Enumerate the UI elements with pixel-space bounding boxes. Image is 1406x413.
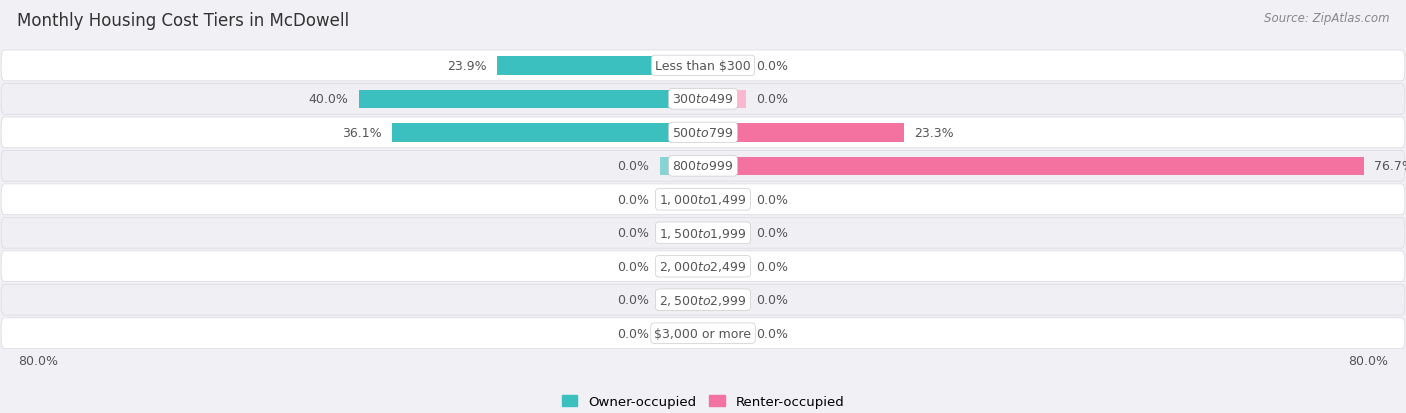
Bar xyxy=(703,90,747,109)
Text: $2,500 to $2,999: $2,500 to $2,999 xyxy=(659,293,747,307)
Bar xyxy=(659,191,703,209)
Text: 23.9%: 23.9% xyxy=(447,60,486,73)
Text: 0.0%: 0.0% xyxy=(756,327,789,340)
Text: 0.0%: 0.0% xyxy=(617,193,650,206)
Text: 0.0%: 0.0% xyxy=(617,227,650,240)
Bar xyxy=(703,191,747,209)
Text: 0.0%: 0.0% xyxy=(617,160,650,173)
Text: Source: ZipAtlas.com: Source: ZipAtlas.com xyxy=(1264,12,1389,25)
Text: 0.0%: 0.0% xyxy=(617,294,650,306)
Text: 0.0%: 0.0% xyxy=(756,294,789,306)
FancyBboxPatch shape xyxy=(1,185,1405,215)
Text: $800 to $999: $800 to $999 xyxy=(672,160,734,173)
Bar xyxy=(659,157,703,176)
Bar xyxy=(498,57,703,76)
Text: 0.0%: 0.0% xyxy=(756,60,789,73)
Text: Less than $300: Less than $300 xyxy=(655,60,751,73)
FancyBboxPatch shape xyxy=(1,51,1405,82)
Bar xyxy=(703,157,1364,176)
FancyBboxPatch shape xyxy=(1,285,1405,316)
Bar xyxy=(703,224,747,242)
Text: 80.0%: 80.0% xyxy=(18,354,59,367)
FancyBboxPatch shape xyxy=(1,151,1405,182)
Bar xyxy=(703,257,747,276)
Bar xyxy=(703,324,747,342)
Text: 80.0%: 80.0% xyxy=(1347,354,1388,367)
FancyBboxPatch shape xyxy=(1,318,1405,349)
Text: $500 to $799: $500 to $799 xyxy=(672,126,734,140)
Bar xyxy=(659,291,703,309)
Bar xyxy=(659,257,703,276)
FancyBboxPatch shape xyxy=(1,84,1405,115)
Bar xyxy=(703,291,747,309)
Bar xyxy=(703,124,904,142)
Bar xyxy=(392,124,703,142)
Text: Monthly Housing Cost Tiers in McDowell: Monthly Housing Cost Tiers in McDowell xyxy=(17,12,349,30)
Text: 0.0%: 0.0% xyxy=(756,93,789,106)
Text: $1,500 to $1,999: $1,500 to $1,999 xyxy=(659,226,747,240)
FancyBboxPatch shape xyxy=(1,118,1405,148)
Text: 0.0%: 0.0% xyxy=(617,260,650,273)
Text: 23.3%: 23.3% xyxy=(914,126,953,140)
Legend: Owner-occupied, Renter-occupied: Owner-occupied, Renter-occupied xyxy=(557,390,849,413)
Bar xyxy=(703,57,747,76)
Bar xyxy=(359,90,703,109)
Text: 0.0%: 0.0% xyxy=(756,193,789,206)
Text: 76.7%: 76.7% xyxy=(1374,160,1406,173)
FancyBboxPatch shape xyxy=(1,251,1405,282)
Bar xyxy=(659,324,703,342)
Text: $1,000 to $1,499: $1,000 to $1,499 xyxy=(659,193,747,207)
Text: $3,000 or more: $3,000 or more xyxy=(655,327,751,340)
Text: 0.0%: 0.0% xyxy=(617,327,650,340)
FancyBboxPatch shape xyxy=(1,218,1405,249)
Text: 40.0%: 40.0% xyxy=(308,93,349,106)
Text: $2,000 to $2,499: $2,000 to $2,499 xyxy=(659,260,747,273)
Text: 0.0%: 0.0% xyxy=(756,260,789,273)
Text: $300 to $499: $300 to $499 xyxy=(672,93,734,106)
Bar xyxy=(659,224,703,242)
Text: 0.0%: 0.0% xyxy=(756,227,789,240)
Text: 36.1%: 36.1% xyxy=(342,126,382,140)
